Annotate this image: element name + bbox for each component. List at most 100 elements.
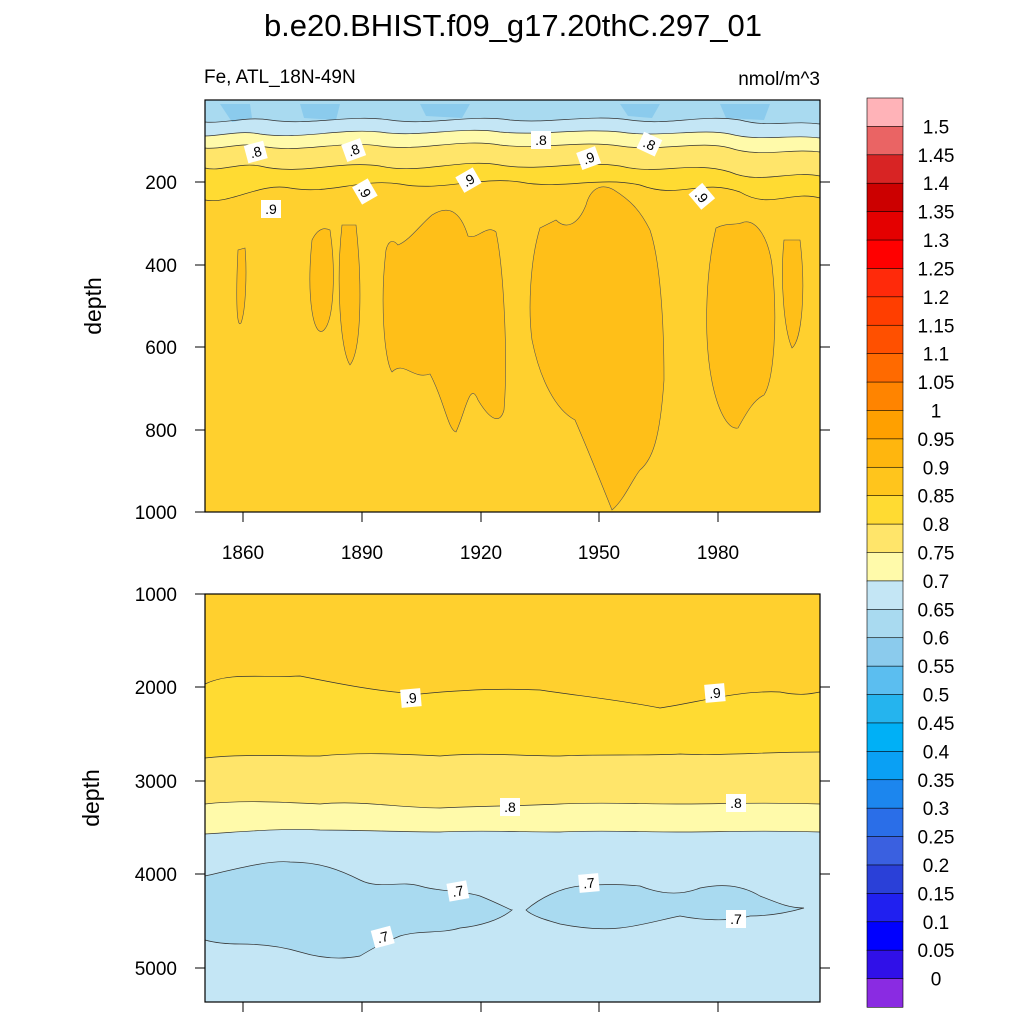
colorbar-label: 0.6 (923, 629, 949, 650)
colorbar-box (866, 665, 904, 696)
colorbar-label: 1.5 (923, 117, 949, 138)
colorbar-box (866, 807, 904, 838)
colorbar: 1.5 1.45 1.4 1.35 1.3 1.25 1.2 1.15 1.1 1.05 1 0.95… (866, 97, 955, 1008)
lower-y-tick-labels: 1000 2000 3000 4000 5000 (135, 585, 177, 980)
lower-band-07 (205, 829, 820, 1002)
colorbar-box (866, 949, 904, 980)
colorbar-label: 0.2 (923, 856, 949, 877)
core-095-e (529, 186, 665, 511)
x-tick-label: 1980 (697, 543, 739, 564)
colorbar-box (866, 154, 904, 184)
colorbar-box (866, 239, 904, 270)
colorbar-box (866, 637, 904, 667)
core-095-c (338, 224, 361, 366)
colorbar-label: 1.4 (923, 174, 950, 195)
colorbar-labels: 1.5 1.45 1.4 1.35 1.3 1.25 1.2 1.15 1.1 1.05 1 0.95… (918, 117, 955, 990)
colorbar-box (866, 722, 904, 752)
contour-label-text: .7 (730, 911, 742, 927)
contour-label: .9 (352, 178, 378, 205)
y-tick-label: 800 (145, 421, 177, 442)
upper-contour-labels: .8 .8 .8 .8 .9 .9 .9 .9 .9 (243, 131, 716, 218)
colorbar-label: 0.4 (923, 742, 950, 763)
colorbar-box (866, 381, 904, 412)
lower-plot-frame (204, 593, 821, 1003)
colorbar-label: 0.25 (918, 828, 955, 849)
contour-label-text: .9 (580, 148, 597, 167)
contour-label: .9 (704, 683, 726, 703)
upper-y-tick-labels: 200 400 600 800 1000 (135, 173, 177, 524)
colorbar-label: 1.2 (923, 288, 949, 309)
colorbar-box (866, 552, 904, 582)
contour-label-text: .7 (582, 875, 595, 892)
colorbar-label: 1.25 (918, 259, 955, 280)
lower-ticks (195, 593, 830, 1012)
contour-label: .9 (400, 688, 422, 708)
colorbar-label: 1.35 (918, 203, 955, 224)
y-tick-label: 5000 (135, 959, 177, 980)
colorbar-label: 0.35 (918, 771, 955, 792)
colorbar-label: 0.05 (918, 941, 955, 962)
y-tick-label: 2000 (135, 678, 177, 699)
upper-x-tick-labels: 1860 1890 1920 1950 1980 (222, 543, 739, 564)
upper-panel: .8 .8 .8 .8 .9 .9 .9 .9 .9 (80, 99, 830, 564)
lower-band-065 (204, 861, 513, 959)
colorbar-box (866, 126, 904, 156)
colorbar-label: 1.15 (918, 316, 955, 337)
y-tick-label: 1000 (135, 503, 177, 524)
contour-label: .7 (578, 873, 600, 893)
core-095-b (309, 228, 334, 332)
contour-line-075 (204, 829, 821, 835)
core-095-f (706, 221, 776, 429)
contour-label: .7 (370, 925, 395, 949)
colorbar-label: 0.3 (923, 799, 949, 820)
contour-label-text: .8 (730, 795, 742, 811)
colorbar-label: 0.95 (918, 430, 955, 451)
colorbar-box (866, 97, 904, 128)
colorbar-box (866, 182, 904, 213)
contour-label: .8 (531, 131, 551, 149)
upper-ticks (195, 181, 830, 522)
colorbar-box (866, 694, 904, 724)
contour-line-08 (204, 142, 821, 153)
contour-label: .9 (455, 167, 482, 193)
colorbar-label: 0.75 (918, 544, 955, 565)
contour-line-085 (204, 751, 821, 759)
contour-label-text: .7 (375, 928, 391, 947)
colorbar-box (866, 836, 904, 866)
contour-label-text: .9 (265, 201, 277, 217)
colorbar-box (866, 495, 904, 525)
y-tick-label: 600 (145, 338, 177, 359)
colorbar-box (866, 211, 904, 241)
contour-label-text: .9 (404, 690, 417, 707)
colorbar-box (866, 410, 904, 440)
y-tick-label: 1000 (135, 585, 177, 606)
colorbar-label: 1.45 (918, 146, 955, 167)
contour-label: .8 (341, 138, 367, 162)
colorbar-box (866, 893, 904, 923)
x-tick-label: 1860 (222, 543, 264, 564)
contour-label: .8 (500, 798, 520, 816)
units-label: nmol/m^3 (738, 69, 820, 90)
contour-label-text: .8 (248, 143, 264, 162)
variable-label: Fe, ATL_18N-49N (204, 67, 356, 88)
core-095-d (382, 210, 506, 433)
core-095-g (782, 239, 804, 349)
x-tick-label: 1950 (578, 543, 620, 564)
contour-line-09 (204, 675, 821, 709)
y-tick-label: 200 (145, 173, 177, 194)
contour-label: .7 (726, 910, 746, 928)
upper-contour-lines (204, 117, 821, 202)
colorbar-box (866, 609, 904, 639)
colorbar-box (866, 779, 904, 809)
y-tick-label: 3000 (135, 772, 177, 793)
colorbar-box (866, 921, 904, 951)
colorbar-boxes (866, 97, 904, 1008)
upper-plot-frame (204, 99, 821, 513)
colorbar-label: 1 (931, 401, 942, 422)
colorbar-box (866, 523, 904, 554)
contour-line-075 (204, 129, 821, 139)
contour-label: .9 (261, 200, 281, 218)
chart-title: b.e20.BHIST.f09_g17.20thC.297_01 (264, 8, 762, 43)
colorbar-label: 0.15 (918, 884, 955, 905)
